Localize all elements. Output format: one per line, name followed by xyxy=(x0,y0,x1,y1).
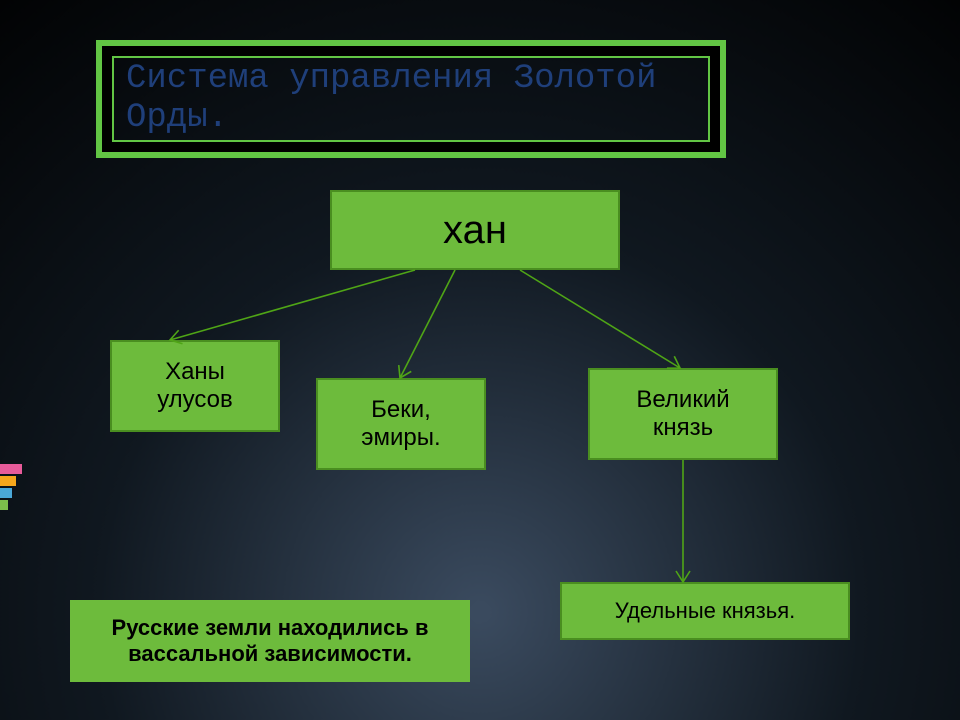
node-appanage-princes: Удельные князья. xyxy=(560,582,850,640)
node-udel-label: Удельные князья. xyxy=(615,598,795,623)
node-grandprince-label: Великийкнязь xyxy=(636,386,729,441)
node-khans-of-ulus: Ханыулусов xyxy=(110,340,280,432)
decorative-stripe xyxy=(0,464,22,474)
caption-text: Русские земли находились в вассальной за… xyxy=(84,615,456,668)
decorative-stripe xyxy=(0,488,12,498)
decorative-stripe xyxy=(0,500,8,510)
decorative-stripe xyxy=(0,476,16,486)
slide-stage: Система управления Золотой Орды. хан Хан… xyxy=(0,0,960,720)
decorative-stripes xyxy=(0,464,28,522)
caption-vassal-dependency: Русские земли находились в вассальной за… xyxy=(70,600,470,682)
node-grand-prince: Великийкнязь xyxy=(588,368,778,460)
node-khan: хан xyxy=(330,190,620,270)
slide-title-frame: Система управления Золотой Орды. xyxy=(96,40,726,158)
node-beki-label: Беки,эмиры. xyxy=(361,396,440,451)
node-khan-label: хан xyxy=(443,207,507,253)
node-beki-emirs: Беки,эмиры. xyxy=(316,378,486,470)
node-ulus-label: Ханыулусов xyxy=(157,358,233,413)
slide-title: Система управления Золотой Орды. xyxy=(126,60,702,138)
